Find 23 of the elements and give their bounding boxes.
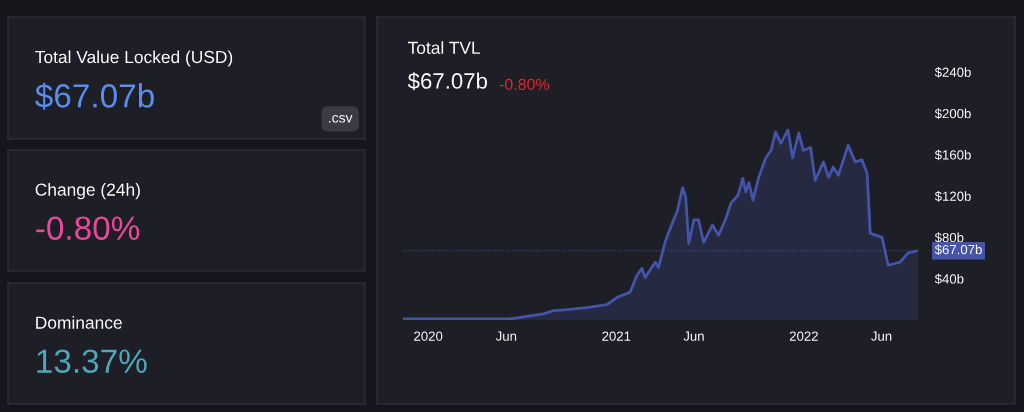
x-tick-label: 2022 xyxy=(789,331,818,341)
text: 13.37% xyxy=(37,349,147,374)
text: Total Value Locked (USD) xyxy=(35,50,233,67)
text: Change (24h) xyxy=(35,183,140,200)
y-tick-label: $120b xyxy=(934,191,971,202)
x-tick-label: 2020 xyxy=(414,331,443,341)
text: .csv xyxy=(329,114,353,123)
chart-subtitle: $67.07b xyxy=(407,72,488,91)
x-tick-label: Jun xyxy=(683,331,704,341)
text: -0.80% xyxy=(36,216,140,241)
x-tick-label: 2021 xyxy=(602,331,631,341)
y-tick-label: $80b xyxy=(934,232,964,244)
x-tick-label: Jun xyxy=(871,331,892,341)
y-tick-label: $160b xyxy=(934,149,971,161)
ref-line-label: $67.07b xyxy=(934,244,982,256)
chart-title: Total TVL xyxy=(408,41,481,54)
x-tick-label: Jun xyxy=(495,331,517,341)
text: $67.07b xyxy=(35,82,154,110)
annotation: -0.80% xyxy=(499,78,550,91)
y-tick-label: $200b xyxy=(934,108,971,120)
y-tick-label: $40b xyxy=(934,273,964,285)
text: Dominance xyxy=(36,316,122,329)
y-tick-label: $240b xyxy=(934,67,971,78)
